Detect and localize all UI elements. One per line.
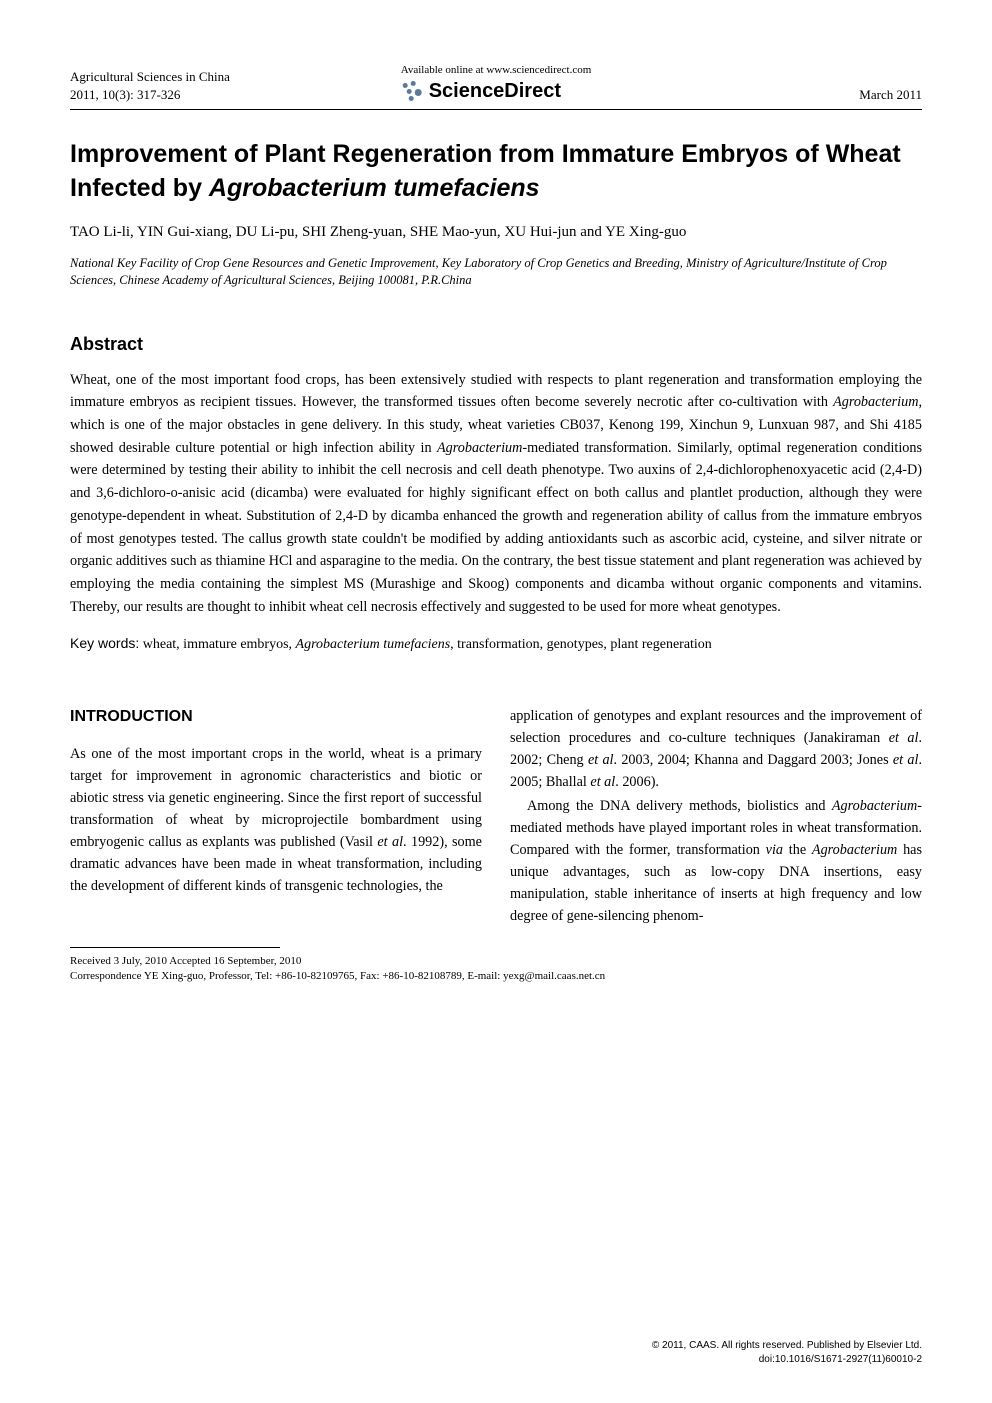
header-rule [70,109,922,110]
keywords-label: Key words: [70,635,139,651]
intro-italic: et al [889,730,919,746]
keywords-italic: Agrobacterium tumefaciens [296,637,451,652]
title-italic: Agrobacterium tumefaciens [209,174,540,202]
authors: TAO Li-li, YIN Gui-xiang, DU Li-pu, SHI … [70,224,922,241]
intro-italic: et al [377,834,403,850]
article-title: Improvement of Plant Regeneration from I… [70,138,922,206]
issue-date: March 2011 [859,87,922,103]
intro-italic: et al [893,752,919,768]
keywords-text: , transformation, genotypes, plant regen… [450,637,712,652]
journal-info: Agricultural Sciences in China 2011, 10(… [70,68,230,103]
footnote-received: Received 3 July, 2010 Accepted 16 Septem… [70,954,922,969]
keywords: Key words: wheat, immature embryos, Agro… [70,635,922,653]
footnote-rule [70,947,280,948]
header-center: Available online at www.sciencedirect.co… [401,64,592,103]
abstract-italic: Agrobacterium [437,440,522,456]
sciencedirect-logo: ScienceDirect [401,80,592,103]
affiliation: National Key Facility of Crop Gene Resou… [70,255,922,290]
abstract-part: -mediated transformation. Similarly, opt… [70,440,922,615]
right-column: application of genotypes and explant res… [510,705,922,927]
page-header: Agricultural Sciences in China 2011, 10(… [70,68,922,103]
intro-text: . 2003, 2004; Khanna and Daggard 2003; J… [614,752,893,768]
available-online-text: Available online at www.sciencedirect.co… [401,64,592,76]
copyright-line: © 2011, CAAS. All rights reserved. Publi… [652,1339,922,1353]
intro-italic: et al [588,752,614,768]
intro-text: Among the DNA delivery methods, biolisti… [527,798,832,814]
left-column: INTRODUCTION As one of the most importan… [70,705,482,927]
abstract-body: Wheat, one of the most important food cr… [70,369,922,619]
journal-name: Agricultural Sciences in China [70,68,230,86]
intro-italic: et al [590,774,615,790]
intro-text: application of genotypes and explant res… [510,708,922,746]
copyright-box: © 2011, CAAS. All rights reserved. Publi… [652,1339,922,1367]
introduction-heading: INTRODUCTION [70,705,482,730]
intro-text: . 2006). [615,774,659,790]
abstract-heading: Abstract [70,334,922,355]
sciencedirect-icon [401,81,423,103]
abstract-part: Wheat, one of the most important food cr… [70,372,922,411]
body-columns: INTRODUCTION As one of the most importan… [70,705,922,927]
intro-text: the [783,842,812,858]
intro-paragraph-right-1: application of genotypes and explant res… [510,705,922,793]
intro-paragraph-right-2: Among the DNA delivery methods, biolisti… [510,795,922,927]
abstract-italic: Agrobacterium [833,394,918,410]
intro-italic: via [766,842,783,858]
footnote-correspondence: Correspondence YE Xing-guo, Professor, T… [70,969,922,984]
doi-line: doi:10.1016/S1671-2927(11)60010-2 [652,1353,922,1367]
citation: 2011, 10(3): 317-326 [70,86,230,104]
sciencedirect-text: ScienceDirect [429,80,561,103]
intro-italic: Agrobacterium [832,798,917,814]
keywords-text: wheat, immature embryos, [139,637,295,652]
intro-italic: Agrobacterium [812,842,897,858]
intro-paragraph-left: As one of the most important crops in th… [70,743,482,897]
